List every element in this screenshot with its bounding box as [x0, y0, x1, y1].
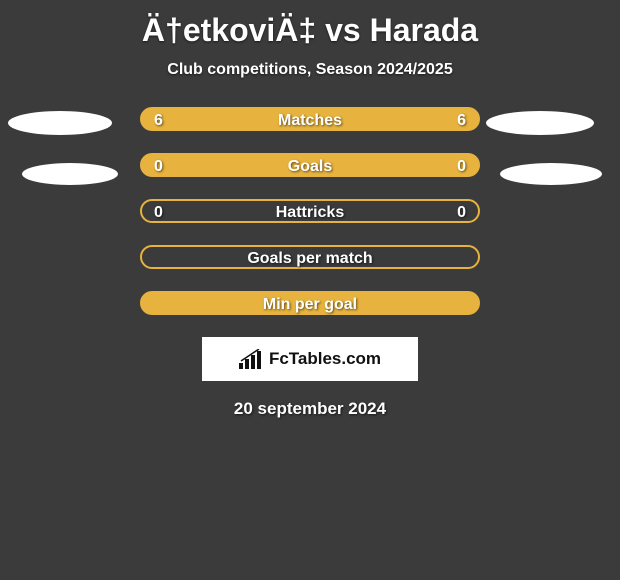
stat-value-right: 0: [457, 155, 466, 179]
left-player-ellipse-1: [8, 111, 112, 135]
right-player-ellipse-1: [486, 111, 594, 135]
stat-row-min-per-goal: Min per goal: [140, 291, 480, 315]
page-subtitle: Club competitions, Season 2024/2025: [0, 61, 620, 79]
stat-row-hattricks: 0 Hattricks 0: [140, 199, 480, 223]
right-player-ellipse-2: [500, 163, 602, 185]
stat-value-right: 6: [457, 109, 466, 133]
bar-chart-icon: [239, 349, 263, 369]
brand-box: FcTables.com: [202, 337, 418, 381]
stat-label: Min per goal: [142, 293, 478, 317]
stat-label: Matches: [142, 109, 478, 133]
stat-row-goals: 0 Goals 0: [140, 153, 480, 177]
left-player-ellipse-2: [22, 163, 118, 185]
brand-label: FcTables.com: [269, 349, 381, 369]
page-title: Ä†etkoviÄ‡ vs Harada: [0, 0, 620, 49]
stat-row-goals-per-match: Goals per match: [140, 245, 480, 269]
stat-label: Goals per match: [142, 247, 478, 271]
stats-stage: 6 Matches 6 0 Goals 0 0 Hattricks 0 Goal…: [0, 107, 620, 419]
date-label: 20 september 2024: [0, 399, 620, 419]
stat-row-matches: 6 Matches 6: [140, 107, 480, 131]
stat-label: Goals: [142, 155, 478, 179]
stat-label: Hattricks: [142, 201, 478, 225]
stat-value-right: 0: [457, 201, 466, 225]
